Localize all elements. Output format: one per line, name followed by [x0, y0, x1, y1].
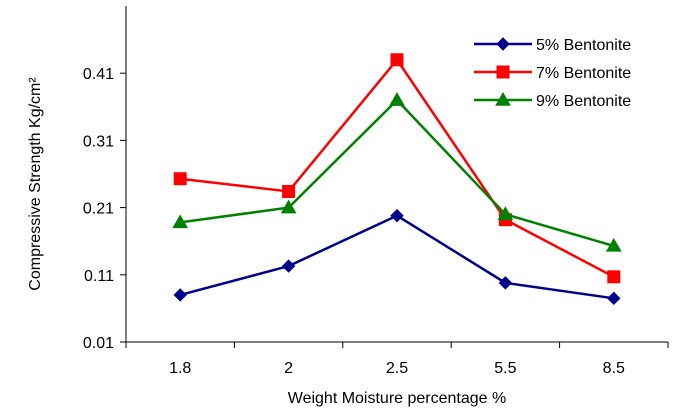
y-tick-label: 0.11 — [84, 268, 114, 285]
data-point — [390, 53, 404, 67]
legend-marker — [495, 91, 511, 106]
legend: 5% Bentonite 7% Bentonite 9% Bentonite — [474, 37, 631, 110]
data-point — [390, 208, 404, 223]
data-point — [607, 270, 621, 284]
data-point — [607, 291, 621, 306]
x-ticks: 1.8 2 2.5 5.5 8.5 — [125, 342, 669, 377]
legend-item: 7% Bentonite — [474, 65, 631, 82]
data-point — [172, 214, 189, 229]
data-point — [282, 184, 296, 198]
y-tick-label: 0.01 — [83, 335, 114, 352]
data-point — [498, 276, 513, 290]
data-point — [281, 259, 296, 273]
y-ticks: 0.01 0.11 0.21 0.31 0.41 — [83, 66, 126, 352]
x-axis-label: Weight Moisture percentage % — [288, 390, 506, 407]
y-axis-label: Compressive Strength Kg/cm² — [27, 77, 44, 291]
x-tick-label: 5.5 — [494, 360, 516, 377]
legend-label: 9% Bentonite — [536, 93, 631, 110]
legend-label: 7% Bentonite — [536, 65, 631, 82]
data-point — [173, 288, 187, 302]
y-tick-label: 0.41 — [83, 66, 114, 83]
series-layer — [172, 53, 622, 306]
data-point — [280, 199, 297, 214]
data-point — [389, 92, 405, 106]
series-3 — [172, 92, 622, 252]
legend-marker — [496, 37, 510, 51]
series-2 — [173, 53, 621, 284]
x-tick-label: 2 — [284, 360, 293, 377]
series-1 — [173, 208, 621, 306]
legend-item: 9% Bentonite — [474, 91, 631, 110]
data-point — [605, 237, 622, 252]
data-point — [173, 172, 187, 186]
legend-item: 5% Bentonite — [474, 37, 631, 54]
axes — [125, 6, 668, 343]
x-tick-label: 2.5 — [386, 360, 408, 377]
data-point — [497, 206, 514, 221]
series-line — [180, 98, 615, 248]
legend-label: 5% Bentonite — [536, 37, 631, 54]
legend-marker — [496, 65, 510, 79]
y-tick-label: 0.21 — [83, 201, 114, 218]
x-tick-label: 1.8 — [169, 360, 191, 377]
x-tick-label: 8.5 — [603, 360, 625, 377]
y-tick-label: 0.31 — [83, 133, 114, 150]
